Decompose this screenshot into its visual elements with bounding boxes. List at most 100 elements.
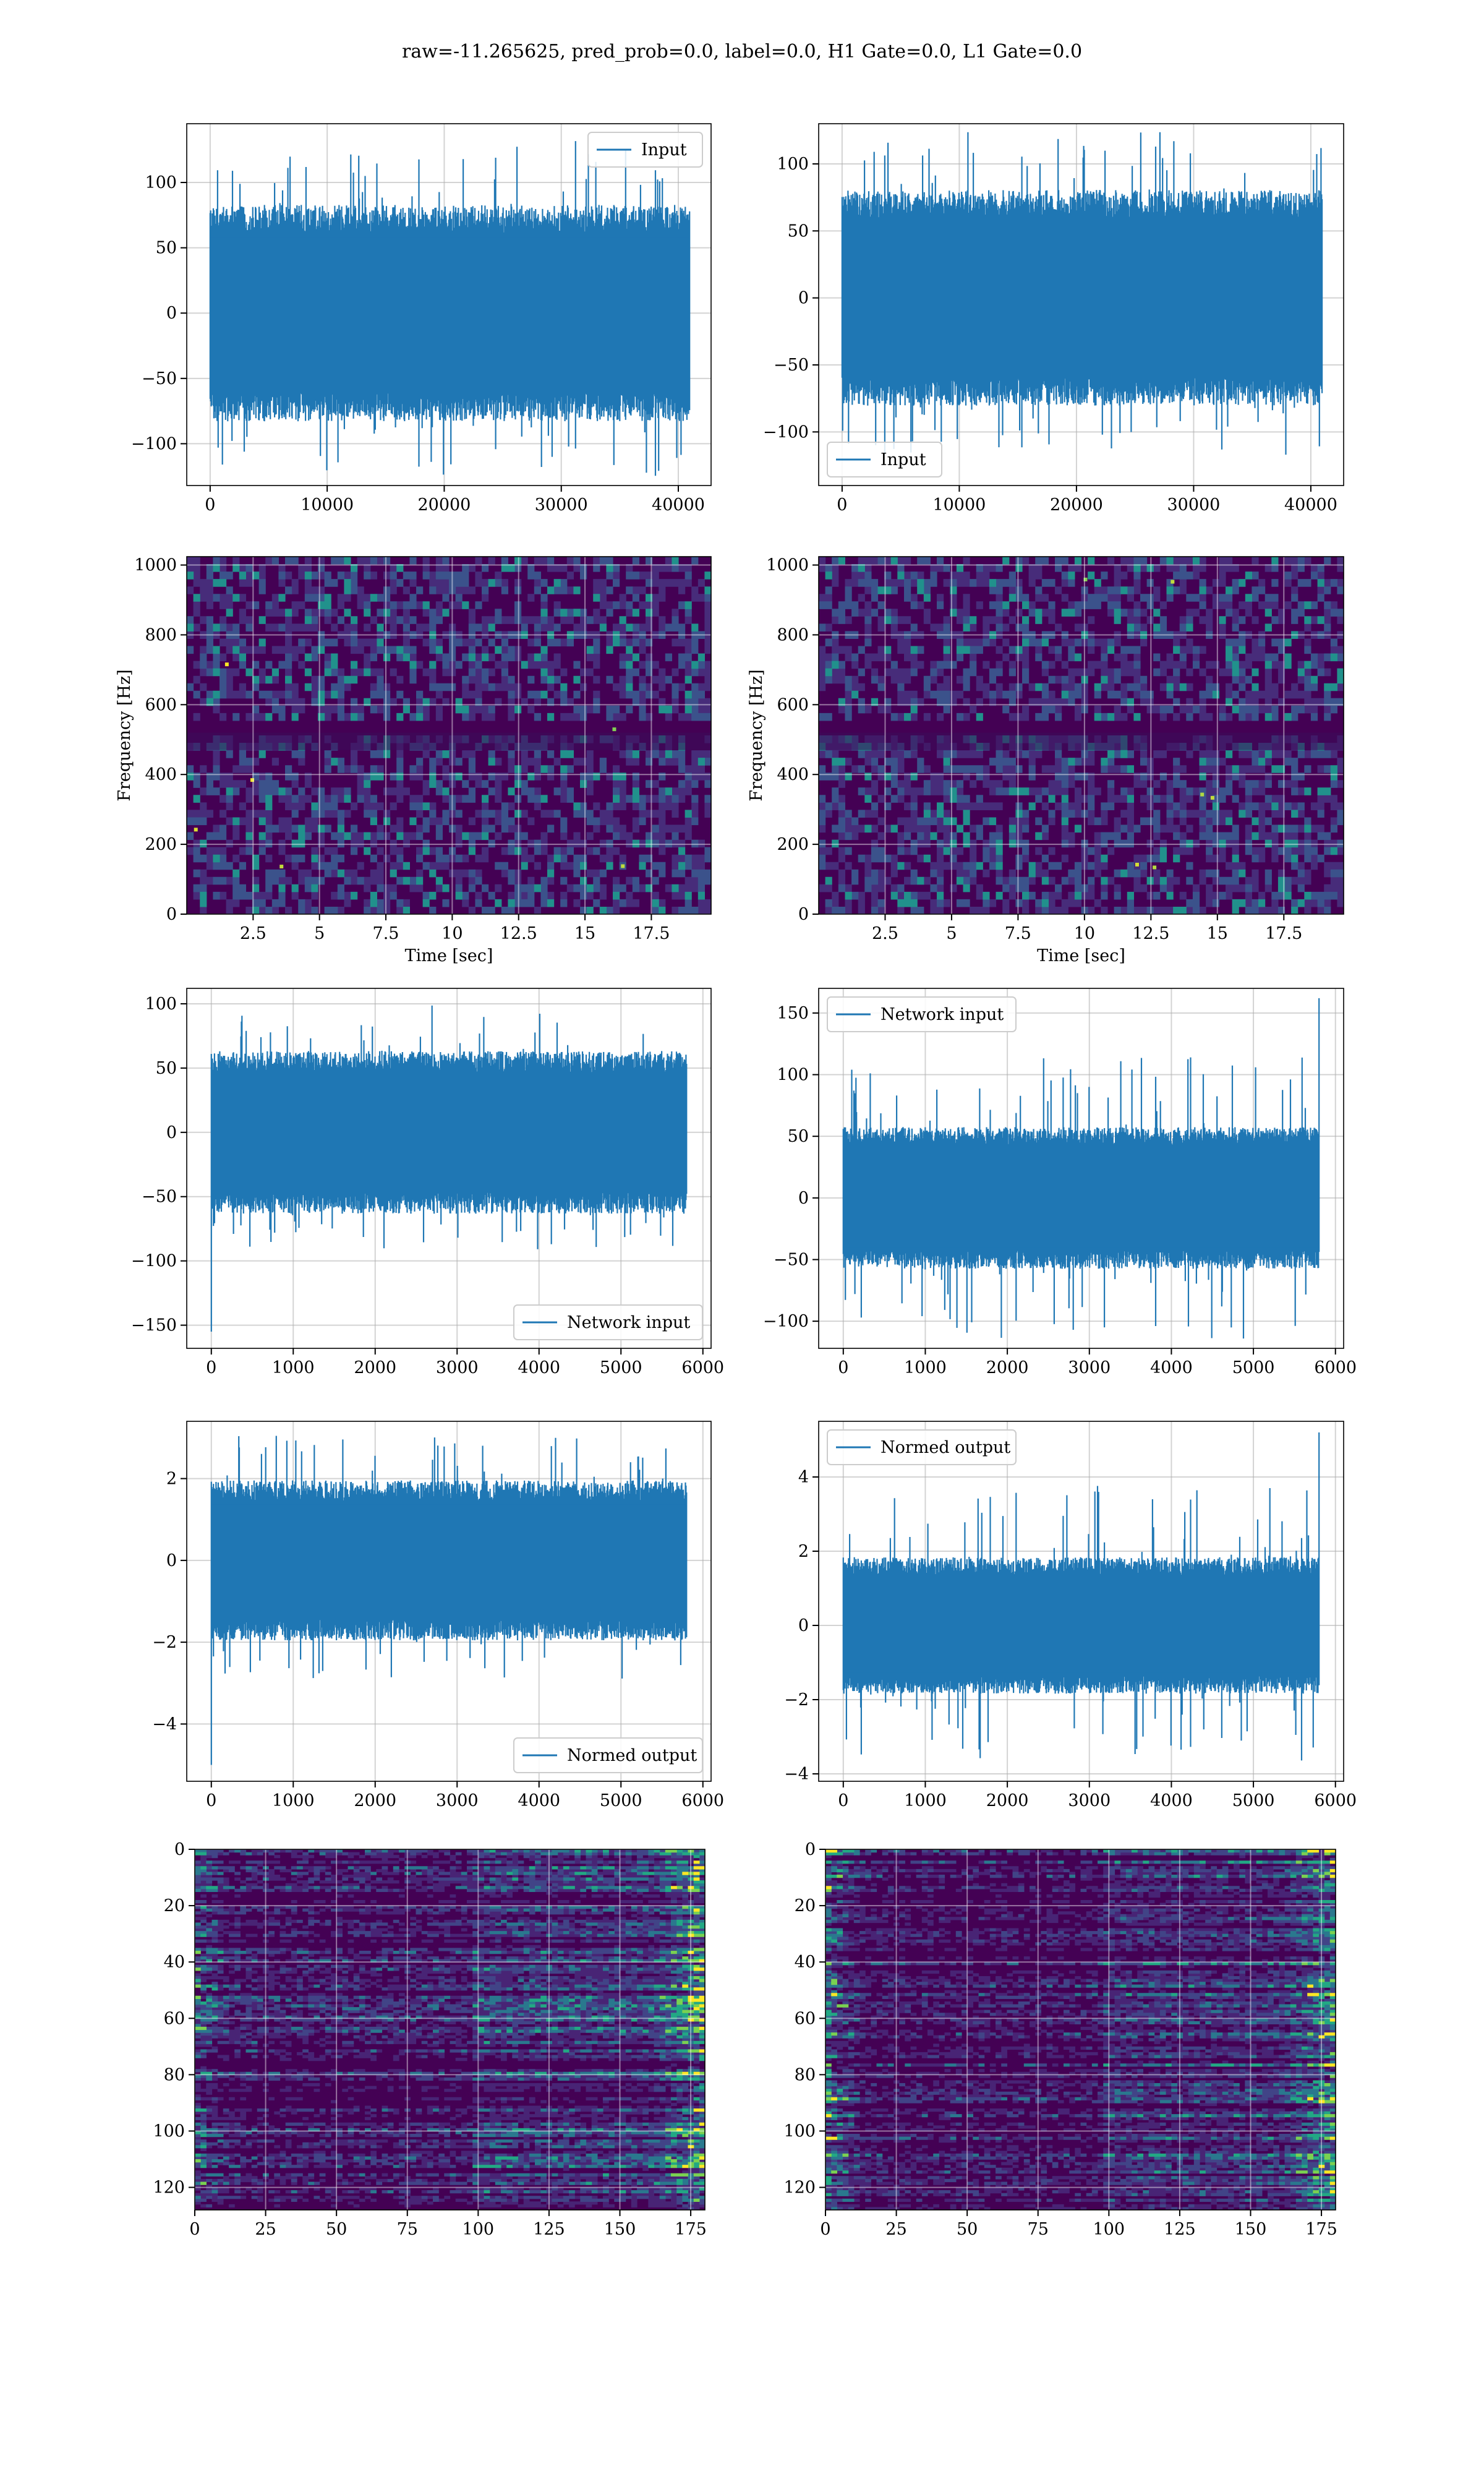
y-tick-label: 2 — [798, 1542, 809, 1561]
x-tick-label: 150 — [604, 2220, 636, 2239]
y-tick-label: 4 — [798, 1468, 809, 1487]
y-tick-label: 0 — [166, 1123, 177, 1142]
x-tick-label: 0 — [206, 1358, 216, 1377]
x-tick-label: 1000 — [904, 1791, 947, 1810]
feature-map-h1-ticks: 0 25 50 75 100 125 150 175 0 20 40 60 80 100 120 — [153, 1840, 706, 2239]
x-tick-label: 0 — [189, 2220, 200, 2239]
legend-box — [587, 132, 703, 168]
heatmap-peak — [1171, 580, 1175, 584]
spectrogram-h1-ticks: 2.5 5 7.5 10 12.5 15 17.5 0 200 400 600 800 1000 — [134, 556, 670, 943]
heatmap-peak — [612, 727, 616, 732]
y-tick-label: 100 — [783, 2121, 816, 2141]
y-tick-label: −4 — [152, 1714, 177, 1734]
y-tick-label: 40 — [795, 1953, 816, 1972]
y-tick-label: −50 — [142, 369, 177, 388]
y-tick-label: −4 — [784, 1765, 809, 1784]
y-tick-label: 60 — [795, 2009, 816, 2028]
x-tick-label: 1000 — [272, 1791, 315, 1810]
feature-map-l1-image — [825, 1849, 1336, 2210]
network-input-l1-ticks: 0 1000 2000 3000 4000 5000 6000 −100 −50 0 50 100 15… — [763, 1004, 1357, 1377]
series-core — [210, 238, 690, 388]
x-tick-label: 17.5 — [633, 924, 670, 943]
legend-box — [827, 442, 942, 477]
heatmap-band — [187, 732, 711, 750]
x-tick-label: 7.5 — [373, 924, 399, 943]
axes-frame — [818, 988, 1344, 1349]
x-tick-label: 0 — [838, 1358, 848, 1377]
legend: Normed output — [513, 1737, 703, 1773]
x-tick-label: 5000 — [600, 1358, 642, 1377]
x-tick-label: 175 — [1305, 2220, 1337, 2239]
y-tick-label: 100 — [153, 2121, 185, 2141]
y-tick-label: −150 — [131, 1316, 177, 1335]
axes-frame — [186, 1421, 712, 1782]
y-tick-label: 0 — [798, 905, 809, 924]
y-tick-label: 100 — [145, 995, 177, 1014]
y-tick-label: 60 — [164, 2009, 185, 2028]
y-tick-label: 50 — [156, 1059, 177, 1078]
axes-frame — [825, 1849, 1336, 2211]
x-tick-label: 1000 — [272, 1358, 315, 1377]
y-tick-label: 400 — [777, 765, 809, 784]
y-tick-label: 100 — [777, 155, 809, 174]
x-axis-label: Time [sec] — [405, 946, 493, 965]
x-tick-label: 20000 — [1050, 495, 1103, 515]
x-tick-label: 5000 — [600, 1791, 642, 1810]
x-tick-label: 12.5 — [1132, 924, 1169, 943]
series-core — [843, 1578, 1320, 1673]
x-tick-label: 15 — [1207, 924, 1228, 943]
x-tick-label: 15 — [574, 924, 595, 943]
spectrogram-l1-panel: 2.5 5 7.5 10 12.5 15 17.5 0 200 400 600 800 1000 Time… — [747, 556, 1344, 965]
x-tick-label: 6000 — [681, 1358, 724, 1377]
y-tick-label: 600 — [777, 695, 809, 714]
network-input-h1-ticks: 0 1000 2000 3000 4000 5000 6000 −150 −100 −50 0 50 1… — [131, 995, 724, 1377]
legend-box — [513, 1737, 703, 1773]
y-tick-label: 800 — [145, 625, 177, 644]
legend: Input — [587, 132, 703, 168]
spectrogram-l1-ticks: 2.5 5 7.5 10 12.5 15 17.5 0 200 400 600 800 1000 — [766, 556, 1302, 943]
input-l1-ticks: 0 10000 20000 30000 40000 −100 −50 0 50 100 — [763, 155, 1337, 515]
legend-label: Normed output — [881, 1438, 1010, 1457]
legend-label: Input — [641, 140, 687, 160]
axes-frame — [194, 1849, 706, 2211]
y-tick-label: 80 — [795, 2065, 816, 2084]
x-tick-label: 5000 — [1232, 1358, 1275, 1377]
x-tick-label: 4000 — [1150, 1791, 1193, 1810]
x-tick-label: 2.5 — [872, 924, 898, 943]
x-tick-label: 100 — [1093, 2220, 1125, 2239]
x-tick-label: 2000 — [986, 1791, 1029, 1810]
x-tick-label: 50 — [326, 2220, 347, 2239]
network-input-h1-panel: 0 1000 2000 3000 4000 5000 6000 −150 −100 −50 0 50 1… — [131, 988, 724, 1377]
spectrogram-l1-image — [819, 557, 1344, 914]
x-tick-label: 10 — [441, 924, 463, 943]
heatmap-cells — [195, 1849, 705, 2210]
y-tick-label: 0 — [798, 1189, 809, 1208]
y-tick-label: −2 — [784, 1690, 809, 1710]
y-tick-label: 2 — [166, 1470, 177, 1489]
y-tick-label: −50 — [142, 1188, 177, 1207]
heatmap-peak — [279, 865, 284, 869]
x-tick-label: 125 — [1164, 2220, 1196, 2239]
x-tick-label: 17.5 — [1265, 924, 1302, 943]
x-tick-label: 40000 — [1284, 495, 1337, 515]
y-tick-label: 0 — [798, 289, 809, 308]
legend: Input — [827, 442, 942, 477]
heatmap-cells — [825, 1849, 1336, 2210]
axes-frame — [186, 556, 712, 915]
x-tick-label: 20000 — [417, 495, 471, 515]
x-tick-label: 0 — [820, 2220, 830, 2239]
y-tick-label: 20 — [164, 1896, 185, 1915]
y-tick-label: −50 — [774, 356, 809, 375]
heatmap-peak — [1153, 865, 1157, 870]
x-tick-label: 5 — [946, 924, 957, 943]
legend: Network input — [827, 996, 1017, 1032]
y-tick-label: 0 — [166, 1551, 177, 1570]
heatmap-cells — [825, 1849, 1336, 2210]
y-tick-label: 400 — [145, 765, 177, 784]
input-h1-ticks: 0 10000 20000 30000 40000 −100 −50 0 50 100 — [131, 173, 705, 515]
y-tick-label: −100 — [131, 1252, 177, 1271]
heatmap-peak — [224, 662, 229, 667]
x-tick-label: 150 — [1235, 2220, 1267, 2239]
axes-frame — [818, 123, 1344, 486]
feature-map-l1-panel: 0 25 50 75 100 125 150 175 0 20 40 60 80 100 120 — [783, 1840, 1337, 2239]
